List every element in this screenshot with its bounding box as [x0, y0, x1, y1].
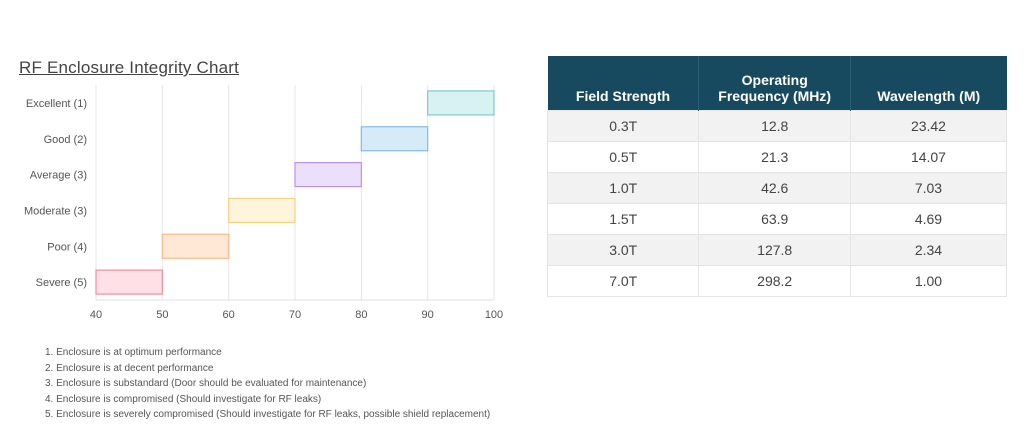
cell-field-strength: 0.5T: [546, 141, 700, 173]
cell-frequency: 21.3: [698, 141, 851, 173]
x-tick-label: 90: [422, 309, 434, 321]
category-label: Poor (4): [47, 241, 87, 253]
bar: [228, 197, 296, 224]
category-label: Good (2): [44, 134, 87, 146]
cell-field-strength: 1.5T: [546, 203, 700, 235]
frequency-table: Field Strength Operating Frequency (MHz)…: [546, 56, 1008, 297]
cell-field-strength: 1.0T: [546, 172, 700, 204]
bar: [161, 233, 230, 259]
x-tick-label: 70: [289, 309, 301, 321]
category-label: Severe (5): [36, 277, 87, 289]
x-tick-label: 60: [223, 309, 235, 321]
notes-list: 1. Enclosure is at optimum performance 2…: [45, 345, 490, 423]
category-label: Excellent (1): [26, 98, 87, 110]
rf-integrity-chart: 40 50 60 70 80 90 100 Excellent (1) Good (2) Aver…: [24, 85, 503, 321]
cell-wavelength: 14.07: [849, 141, 1008, 173]
cell-wavelength: 1.00: [849, 265, 1008, 297]
note-3: 3. Enclosure is substandard (Door should…: [45, 378, 367, 389]
cell-field-strength: 7.0T: [546, 265, 700, 297]
cell-wavelength: 2.34: [849, 234, 1008, 266]
cell-field-strength: 3.0T: [546, 234, 700, 266]
cell-frequency: 12.8: [698, 110, 851, 142]
cell-frequency: 63.9: [698, 203, 851, 235]
cell-wavelength: 4.69: [849, 203, 1008, 235]
cell-frequency: 127.8: [698, 234, 851, 266]
table-row: 0.5T 21.3 14.07: [546, 141, 1008, 173]
bar: [294, 161, 362, 188]
cell-frequency: 42.6: [698, 172, 851, 204]
bar: [95, 269, 163, 295]
table-header-row: Field Strength Operating Frequency (MHz)…: [547, 56, 1007, 111]
table-row: 7.0T 298.2 1.00: [546, 265, 1008, 297]
cell-field-strength: 0.3T: [546, 110, 700, 142]
table-row: 0.3T 12.8 23.42: [546, 110, 1008, 142]
header-wavelength: Wavelength (M): [850, 56, 1007, 111]
note-5: 5. Enclosure is severely compromised (Sh…: [45, 409, 491, 420]
header-field-strength: Field Strength: [547, 56, 700, 111]
x-tick-label: 40: [90, 309, 102, 321]
chart-title: RF Enclosure Integrity Chart: [19, 58, 240, 77]
cell-wavelength: 23.42: [849, 110, 1008, 142]
table-row: 1.0T 42.6 7.03: [546, 172, 1008, 204]
x-tick-label: 100: [485, 309, 503, 321]
x-tick-label: 80: [355, 309, 367, 321]
bar: [360, 126, 429, 152]
cell-frequency: 298.2: [698, 265, 851, 297]
note-4: 4. Enclosure is compromised (Should inve…: [45, 393, 322, 405]
category-label: Average (3): [30, 170, 87, 182]
header-operating-frequency: Operating Frequency (MHz): [698, 56, 851, 111]
table-row: 1.5T 63.9 4.69: [546, 203, 1008, 235]
x-tick-label: 50: [156, 309, 168, 321]
bar: [427, 90, 495, 116]
note-2: 2. Enclosure is at decent performance: [45, 362, 214, 374]
category-label: Moderate (3): [24, 205, 87, 217]
note-1: 1. Enclosure is at optimum performance: [45, 347, 222, 358]
cell-wavelength: 7.03: [849, 172, 1008, 204]
table-row: 3.0T 127.8 2.34: [546, 234, 1008, 266]
